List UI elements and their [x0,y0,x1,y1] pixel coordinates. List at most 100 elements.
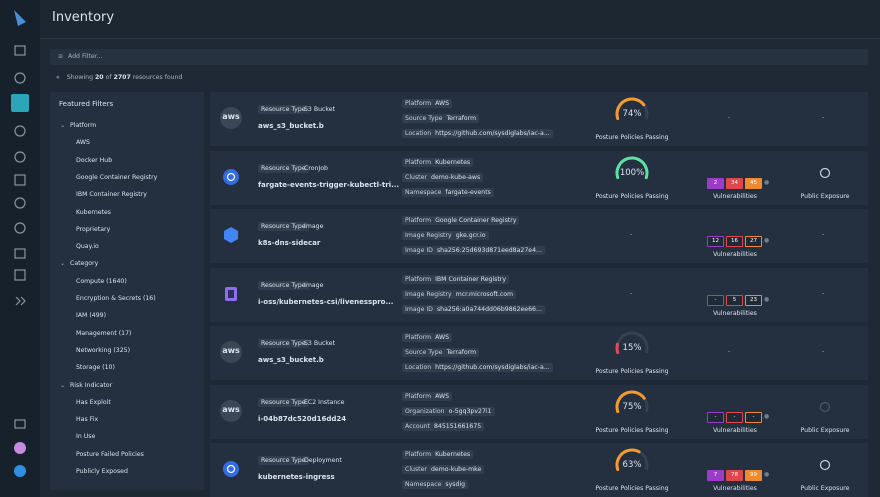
filter-group[interactable]: Category [70,260,99,268]
collapse-icon[interactable]: « [56,74,60,81]
detail: Namespace fargate-events [402,187,494,197]
summary: « Showing 20 of 2707 resources found [56,74,182,81]
vuln-badge: 5 [726,294,743,306]
filter-group[interactable]: Platform [70,122,97,129]
posture-label: 63% [622,460,642,470]
nav-user[interactable] [14,442,26,454]
detail: Image Registry gke.gcr.io [402,231,489,240]
aws-logo: aws [222,112,240,121]
filter-item[interactable]: IBM Container Registry [76,191,147,199]
nav-integrations[interactable] [14,125,26,137]
posture-label: 75% [622,401,642,412]
nav-capture[interactable] [14,269,26,281]
filter-item[interactable]: Google Container Registry [76,173,158,181]
posture-caption: Posture Policies Passing [595,134,669,141]
filter-item[interactable]: Compute (1640) [76,277,127,285]
nav-expand[interactable] [15,296,26,306]
resource-type: S3 Bucket [304,106,335,113]
globe [819,401,831,412]
filter-group[interactable]: Risk Indicator [70,381,113,389]
filter-item[interactable]: Proprietary [76,225,111,233]
filter-item[interactable]: Has Exploit [76,398,111,406]
detail-label: Namespace [405,188,442,196]
resource-row[interactable]: Resource Type Image k8s-dns-sidecar Platfor… [210,209,868,263]
vuln-badges: - - - ● [707,403,769,423]
detail-value: IBM Container Registry [435,275,507,283]
detail-label: Image ID [405,305,433,313]
resource-type: CronJob [304,164,328,172]
vuln-badge: 16 [726,236,743,247]
filter-item[interactable]: Encryption & Secrets (16) [76,295,156,302]
resource-icon [220,458,242,480]
detail-label: Location [405,364,432,371]
resource-row[interactable]: Resource Type CronJob fargate-events-trigg… [210,150,868,205]
nav-switch[interactable] [14,419,26,429]
filter-item[interactable]: Posture Failed Policies [76,450,144,458]
nav-home[interactable] [14,45,26,56]
vuln-caption: Vulnerabilities [713,251,757,258]
filter-bar[interactable]: ≡ Add Filter... [50,49,868,65]
detail-value: sysdig [445,481,466,488]
filter-item[interactable]: Docker Hub [76,156,113,164]
detail-value: fargate-events [445,188,491,196]
filter-item[interactable]: AWS [76,139,90,147]
resource-name[interactable]: aws_s3_bucket.b [258,356,324,364]
nav-explore[interactable] [14,72,26,84]
filter-item[interactable]: Publicly Exposed [76,468,128,475]
nav-threats[interactable] [14,151,26,163]
filter-item[interactable]: Kubernetes [76,208,112,216]
nav-network[interactable] [14,222,26,234]
filter-item[interactable]: IAM (499) [76,312,107,320]
filter-item[interactable]: Storage (10) [76,364,115,372]
detail-label: Platform [405,392,432,400]
vuln-info: ● [764,295,770,303]
filter-item[interactable]: Quay.io [76,243,99,251]
group-chevron: ⌄ [60,122,66,129]
resource-row[interactable]: aws Resource Type S3 Bucket aws_s3_bucket.b… [210,326,868,380]
globe [819,459,831,471]
detail-label: Platform [405,217,432,224]
resource-name[interactable]: k8s-dns-sidecar [258,239,321,247]
vuln-badge: - [707,294,724,306]
resource-row[interactable]: aws Resource Type EC2 Instance i-04b87dc520… [210,384,868,439]
nav-compliance[interactable] [14,248,26,259]
detail: Image Registry mcr.microsoft.com [402,289,517,299]
posture-gauge [615,390,649,423]
resource-icon [220,224,242,246]
detail-label: Location [405,130,432,137]
resource-row[interactable]: Resource Type Deployment kubernetes-ingres… [210,443,868,497]
nav-policies[interactable] [14,197,26,209]
posture-gauge [615,448,649,481]
resource-name[interactable]: aws_s3_bucket.b [258,122,324,130]
vuln-caption: Vulnerabilities [713,485,757,492]
detail-label: Platform [405,158,432,166]
type-label: Resource Type [258,456,309,465]
posture-empty: - [630,231,633,238]
summary-total: 2707 [113,74,131,81]
filter-item[interactable]: Management (17) [76,329,132,337]
detail: Platform AWS [402,333,453,342]
vuln-info: ● [764,178,770,186]
resource-type: EC2 Instance [304,398,345,406]
resource-name[interactable]: fargate-events-trigger-kubectl-tri... [258,180,400,189]
detail: Account 845151661675 [402,421,485,431]
detail: Cluster demo-kube-mke [402,465,485,474]
resource-name[interactable]: i-oss/kubernetes-csi/livenesspro... [258,297,394,306]
filter-item[interactable]: Has Fix [76,416,99,424]
resource-row[interactable]: aws Resource Type S3 Bucket aws_s3_bucket.b… [210,92,868,146]
vuln-badge: 2 [707,177,724,189]
detail-value: https://github.com/sysdiglabs/iac-a... [435,364,550,371]
detail: Platform IBM Container Registry [402,274,510,284]
resource-row[interactable]: Resource Type Image i-oss/kubernetes-csi/l… [210,267,868,322]
detail: Platform AWS [402,391,453,401]
filter-item[interactable]: In Use [76,433,96,441]
nav-reports[interactable] [14,174,26,186]
resource-name[interactable]: kubernetes-ingress [258,473,335,481]
detail-label: Namespace [405,481,442,488]
detail: Location https://github.com/sysdiglabs/ia… [402,363,553,372]
resource-name[interactable]: i-04b87dc520d16dd24 [258,414,347,423]
nav-help[interactable] [14,465,26,477]
filter-item[interactable]: Networking (325) [76,346,131,354]
nav-inventory-active[interactable] [11,94,29,112]
